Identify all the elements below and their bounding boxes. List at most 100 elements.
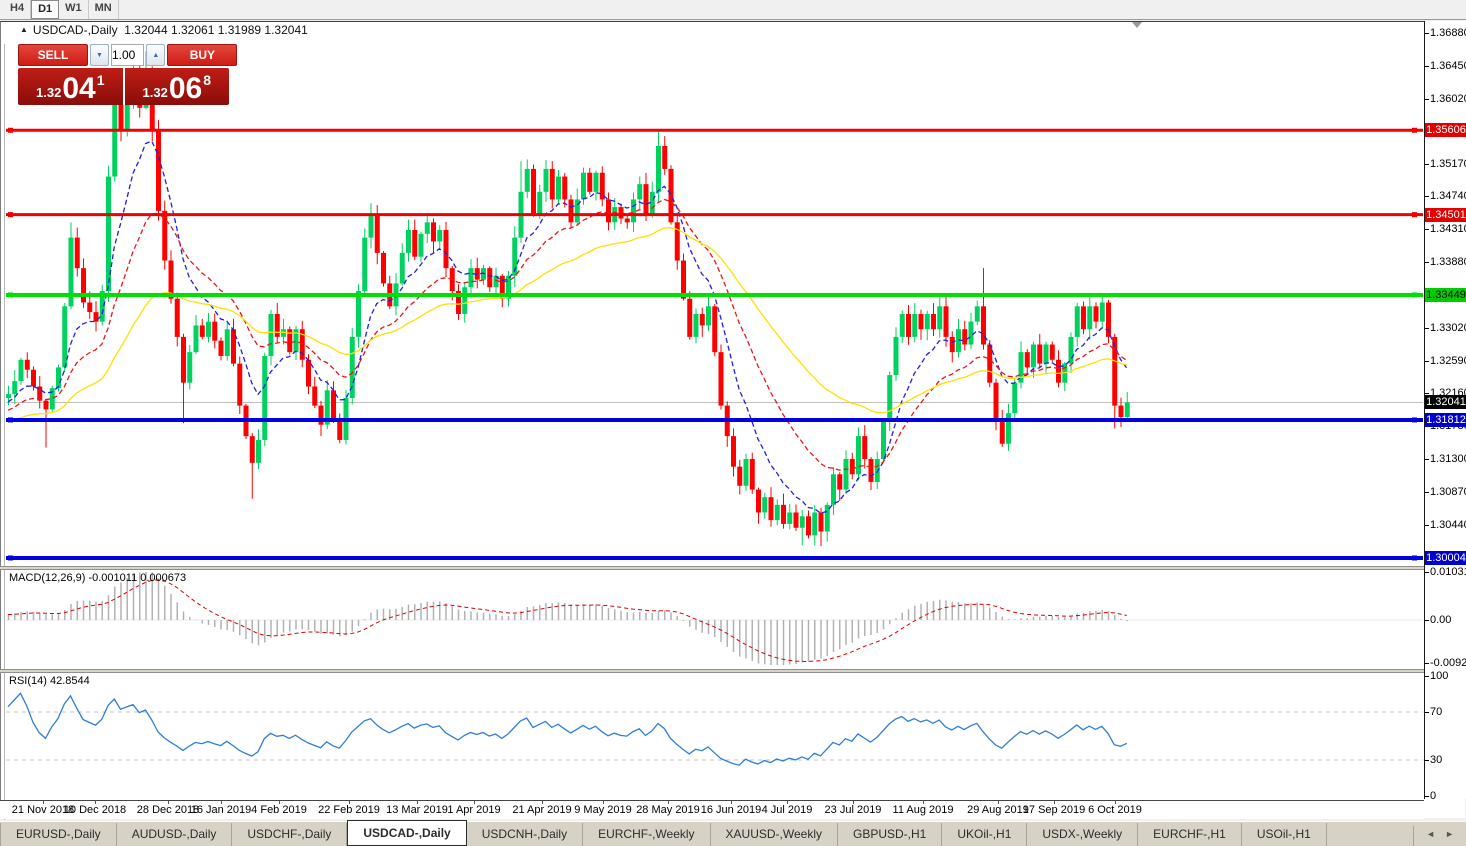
date-tick-label: 21 Nov 2018 bbox=[11, 804, 75, 816]
date-tick bbox=[668, 801, 669, 804]
price-tick-label: 1.33880 bbox=[1425, 256, 1466, 268]
timeframe-button-d1[interactable]: D1 bbox=[31, 0, 60, 19]
date-tick bbox=[542, 801, 543, 804]
chart-tab-audusd[interactable]: AUDUSD-,Daily bbox=[117, 823, 233, 846]
price-level-chip: 1.31812 bbox=[1425, 412, 1466, 427]
macd-panel bbox=[6, 572, 1423, 665]
macd-axis-label: -0.009203 bbox=[1425, 657, 1466, 669]
chart-tab-eurchf[interactable]: EURCHF-,Weekly bbox=[583, 823, 711, 846]
buy-button[interactable]: BUY bbox=[167, 44, 238, 66]
collapse-triangle-icon[interactable]: ▲ bbox=[20, 25, 28, 34]
price-tick-label: 1.35170 bbox=[1425, 158, 1466, 170]
buy-price-pip: 8 bbox=[203, 72, 211, 88]
price-tick-label: 1.36450 bbox=[1425, 60, 1466, 72]
date-tick bbox=[43, 801, 44, 804]
date-tick bbox=[221, 801, 222, 804]
date-tick bbox=[853, 801, 854, 804]
macd-indicator-label: MACD(12,26,9) -0.001011 0.000673 bbox=[9, 572, 187, 584]
main-price-panel bbox=[6, 51, 1423, 561]
ohlc-quote: 1.32044 1.32061 1.31989 1.32041 bbox=[124, 23, 308, 37]
tabs-scroll-right-icon[interactable]: ► bbox=[1445, 829, 1454, 839]
price-tick-label: 1.33020 bbox=[1425, 322, 1466, 334]
chart-tab-gbpusd[interactable]: GBPUSD-,H1 bbox=[838, 823, 943, 846]
timeframe-button-h4[interactable]: H4 bbox=[4, 0, 32, 19]
price-tick-label: 1.31300 bbox=[1425, 453, 1466, 465]
chart-tab-ukoil[interactable]: UKOil-,H1 bbox=[942, 823, 1028, 846]
date-axis[interactable]: 21 Nov 2018 10 Dec 2018 28 Dec 2018 16 Jan … bbox=[0, 800, 1424, 819]
date-tick-label: 23 Jul 2019 bbox=[824, 804, 882, 816]
price-tick-label: 1.32590 bbox=[1425, 355, 1466, 367]
date-tick bbox=[923, 801, 924, 804]
date-tick-label: 28 Dec 2018 bbox=[136, 804, 200, 816]
chart-tab-usdcad[interactable]: USDCAD-,Daily bbox=[347, 820, 467, 846]
sell-price-button[interactable]: 1.32 04 1 bbox=[18, 68, 124, 105]
price-tick-label: 1.36020 bbox=[1425, 93, 1466, 105]
tabs-scroll-left-icon[interactable]: ◄ bbox=[1426, 829, 1436, 839]
date-tick-label: 21 Apr 2019 bbox=[512, 804, 572, 816]
timeframe-button-w1[interactable]: W1 bbox=[59, 0, 89, 19]
price-tick-label: 1.36880 bbox=[1425, 27, 1466, 39]
buy-price-button[interactable]: 1.32 06 8 bbox=[123, 68, 229, 105]
scroll-position-marker-icon[interactable] bbox=[1132, 22, 1142, 28]
chart-tab-eurchf[interactable]: EURCHF-,H1 bbox=[1138, 823, 1242, 846]
volume-increase-icon[interactable]: ▲ bbox=[146, 44, 166, 66]
price-tick-label: 1.34740 bbox=[1425, 190, 1466, 202]
rsi-panel bbox=[6, 692, 1423, 766]
chart-tab-xauusd[interactable]: XAUUSD-,Weekly bbox=[711, 823, 838, 846]
date-tick bbox=[168, 801, 169, 804]
date-tick bbox=[279, 801, 280, 804]
date-tick-label: 16 Jun 2019 bbox=[700, 804, 762, 816]
date-tick bbox=[417, 801, 418, 804]
date-tick-label: 22 Feb 2019 bbox=[318, 804, 380, 816]
window-left-edge bbox=[4, 44, 5, 820]
sell-price-big: 04 bbox=[62, 72, 96, 105]
ma-45-line bbox=[7, 227, 1127, 423]
candles-layer bbox=[6, 51, 1130, 547]
rsi-line bbox=[7, 692, 1128, 766]
date-tick bbox=[787, 801, 788, 804]
date-tick-label: 1 Apr 2019 bbox=[447, 804, 501, 816]
date-tick bbox=[1115, 801, 1116, 804]
date-tick bbox=[603, 801, 604, 804]
chart-tab-usoil[interactable]: USOil-,H1 bbox=[1242, 823, 1327, 846]
price-level-chip: 1.33449 bbox=[1425, 287, 1466, 302]
chart-tabs-bar: EURUSD-,Daily AUDUSD-,Daily USDCHF-,Daily U… bbox=[0, 820, 1466, 846]
chart-tab-usdchf[interactable]: USDCHF-,Daily bbox=[232, 823, 348, 846]
rsi-axis-label: 70 bbox=[1424, 706, 1443, 718]
macd-panel-splitter[interactable] bbox=[0, 566, 1466, 570]
price-level-chip: 1.32041 bbox=[1425, 395, 1466, 410]
date-tick bbox=[1054, 801, 1055, 804]
date-tick-label: 28 May 2019 bbox=[636, 804, 700, 816]
date-tick-label: 17 Sep 2019 bbox=[1022, 804, 1086, 816]
volume-decrease-icon[interactable]: ▼ bbox=[90, 44, 109, 66]
macd-histogram bbox=[7, 572, 1128, 665]
ma-9-line bbox=[7, 140, 1128, 514]
chart-tab-usdx[interactable]: USDX-,Weekly bbox=[1027, 823, 1139, 846]
rsi-axis-label: 30 bbox=[1424, 754, 1443, 766]
chart-tab-eurusd[interactable]: EURUSD-,Daily bbox=[0, 823, 117, 846]
sell-price-pip: 1 bbox=[96, 72, 105, 88]
date-tick-label: 9 May 2019 bbox=[574, 804, 632, 816]
price-axis[interactable]: 1.36880 1.36450 1.36020 1.35170 1.34740 1.343… bbox=[1424, 21, 1466, 802]
volume-input[interactable]: 1.00 bbox=[111, 44, 145, 66]
tabs-scroll-arrows: ◄ ► bbox=[1413, 826, 1466, 846]
sell-price-prefix: 1.32 bbox=[36, 85, 62, 100]
macd-axis-label: 0.010311 bbox=[1424, 566, 1466, 578]
buy-price-big: 06 bbox=[168, 72, 203, 105]
rsi-axis-label: 100 bbox=[1424, 670, 1449, 682]
price-tick-label: 1.30440 bbox=[1425, 519, 1466, 531]
date-tick-label: 13 Mar 2019 bbox=[386, 804, 448, 816]
rsi-panel-splitter[interactable] bbox=[0, 669, 1466, 673]
chart-tab-usdcnh[interactable]: USDCNH-,Daily bbox=[467, 823, 584, 846]
date-tick bbox=[731, 801, 732, 804]
price-tick-label: 1.34310 bbox=[1425, 223, 1466, 235]
date-tick bbox=[349, 801, 350, 804]
date-tick-label: 11 Aug 2019 bbox=[892, 804, 954, 816]
date-tick-label: 29 Aug 2019 bbox=[967, 804, 1029, 816]
buy-price-prefix: 1.32 bbox=[142, 85, 168, 100]
price-level-chip: 1.30004 bbox=[1425, 550, 1466, 565]
date-tick-label: 6 Oct 2019 bbox=[1088, 804, 1142, 816]
timeframe-button-mn[interactable]: MN bbox=[89, 0, 119, 19]
sell-button[interactable]: SELL bbox=[18, 44, 88, 66]
